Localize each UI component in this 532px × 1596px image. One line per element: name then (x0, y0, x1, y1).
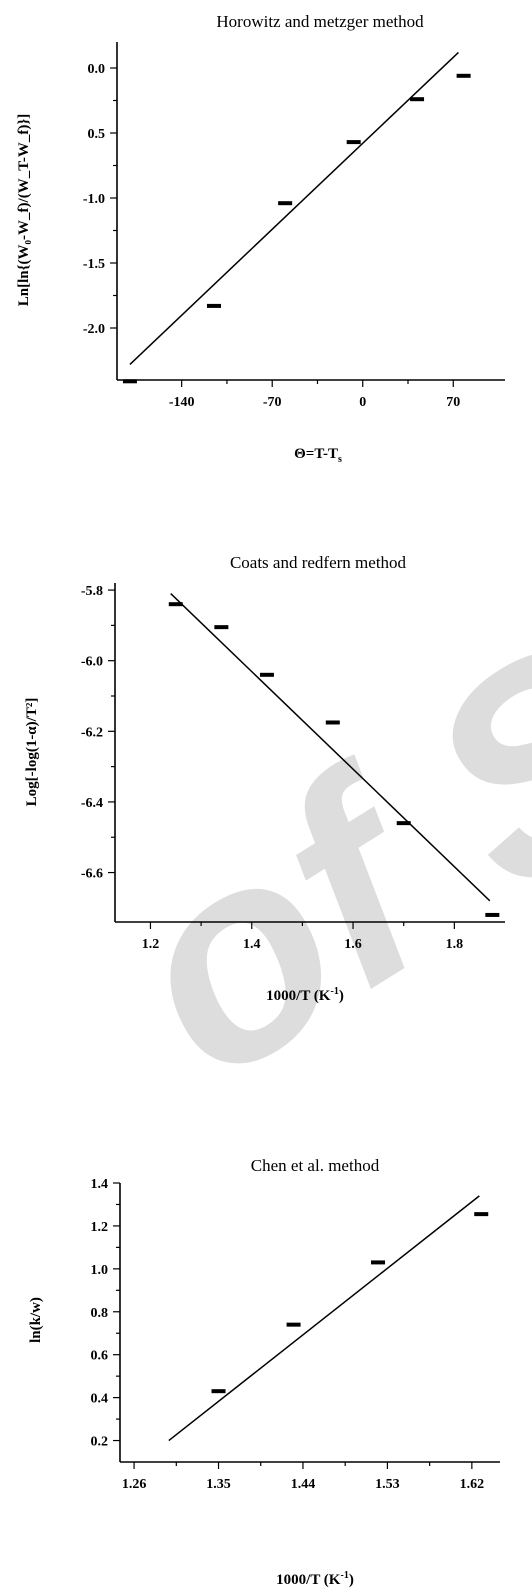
chart-horowitz-metzger: Horowitz and metzger method Ln[ln{(W₀-W_… (16, 12, 505, 465)
chart-1-y-axis-label: Ln[ln{(W₀-W_f)/(W_T-W_f)}] (16, 114, 32, 306)
chart-1-data-point (122, 379, 137, 384)
chart-2-y-tick-label: -6.6 (81, 867, 103, 882)
chart-3-data-point (371, 1260, 386, 1265)
chart-2-x-tick-label: 1.6 (344, 937, 362, 952)
chart-1-data-point (456, 73, 471, 78)
chart-2-fit-line (170, 593, 491, 902)
chart-1-y-tick-label: 0.5 (88, 127, 106, 142)
chart-1-data-point (410, 97, 425, 102)
chart-1-xlabel-sub: s (338, 454, 342, 465)
chart-1-plot-area: 0.0 0.5 -1.0 -1.5 -2.0 -140 -70 0 70 (83, 42, 505, 410)
watermark-text: of SID (73, 422, 532, 1141)
chart-1-title: Horowitz and metzger method (216, 12, 424, 31)
chart-2-ylabel: Log[-log(1-α)/T²] (24, 698, 40, 807)
chart-2-y-tick-label: -6.4 (81, 796, 103, 811)
chart-2-y-axis-label: Log[-log(1-α)/T²] (24, 698, 40, 807)
chart-3-y-tick-label: 0.8 (91, 1306, 109, 1321)
chart-1-x-tick-label: 0 (359, 395, 366, 410)
chart-2-title: Coats and redfern method (230, 553, 407, 572)
chart-2-xlabel-main: 1000/T (K (266, 988, 331, 1004)
chart-1-ylabel: Ln[ln{(W₀-W_f)/(W_T-W_f)}] (16, 114, 32, 306)
chart-2-y-tick-label: -5.8 (81, 584, 103, 599)
chart-2-y-tick-label: -6.2 (81, 725, 103, 740)
chart-1-data-point (278, 201, 293, 206)
chart-3-x-tick-label: 1.44 (291, 1477, 316, 1492)
chart-3-plot-area: 0.2 0.4 0.6 0.8 1.0 1.2 1.4 1.26 1.35 1.44 1.53 1.6… (91, 1177, 500, 1492)
chart-3-y-tick-label: 1.4 (91, 1177, 109, 1192)
chart-1-x-tick-label: 70 (446, 395, 460, 410)
chart-3-xlabel-main: 1000/T (K (276, 1572, 341, 1588)
chart-1-x-tick-label: -70 (263, 395, 282, 410)
chart-3-x-tick-label: 1.26 (122, 1477, 147, 1492)
chart-2-data-point (168, 602, 183, 607)
chart-chen: Chen et al. method ln(k/w) 1000/T (K-1) … (28, 1156, 500, 1588)
chart-2-xlabel: 1000/T (K-1) (266, 986, 344, 1004)
chart-3-y-axis-label: ln(k/w) (28, 1297, 44, 1343)
chart-3-xlabel-sup: -1 (340, 1570, 348, 1581)
chart-2-x-tick-label: 1.2 (142, 937, 160, 952)
chart-1-y-tick-label: -1.0 (83, 192, 105, 207)
chart-3-ylabel: ln(k/w) (28, 1297, 44, 1343)
chart-1-y-tick-label: -1.5 (83, 257, 105, 272)
chart-3-y-tick-label: 0.4 (91, 1392, 109, 1407)
chart-1-y-tick-label: 0.0 (88, 62, 106, 77)
chart-2-data-point (485, 912, 500, 917)
chart-3-data-point (211, 1389, 226, 1394)
chart-2-data-point (259, 672, 274, 677)
chart-1-x-tick-label: -140 (169, 395, 195, 410)
chart-1-data-point (346, 140, 361, 145)
chart-1-xlabel-main: Θ=T-T (294, 446, 338, 462)
chart-2-y-tick-label: -6.0 (81, 655, 103, 670)
chart-3-y-tick-label: 0.6 (91, 1349, 109, 1364)
chart-2-xlabel-sup: -1 (330, 986, 338, 997)
chart-3-data-point (474, 1212, 489, 1217)
chart-3-x-tick-label: 1.62 (460, 1477, 485, 1492)
chart-3-xlabel-end: ) (349, 1572, 354, 1588)
chart-2-x-tick-label: 1.8 (446, 937, 464, 952)
chart-1-xlabel: Θ=T-Ts (294, 446, 342, 465)
chart-3-xlabel: 1000/T (K-1) (276, 1570, 354, 1588)
chart-2-plot-area: -5.8 -6.0 -6.2 -6.4 -6.6 1.2 1.4 1.6 1.8 (81, 583, 505, 952)
chart-3-x-tick-label: 1.35 (206, 1477, 231, 1492)
chart-3-x-tick-label: 1.53 (375, 1477, 400, 1492)
chart-1-fit-line (129, 51, 459, 365)
chart-3-y-tick-label: 1.2 (91, 1220, 109, 1235)
chart-1-y-tick-label: -2.0 (83, 322, 105, 337)
chart-2-data-point (325, 720, 340, 725)
chart-2-data-point (396, 821, 411, 826)
chart-3-y-tick-label: 0.2 (91, 1435, 109, 1450)
chart-2-data-point (214, 625, 229, 630)
chart-coats-redfern: Coats and redfern method Log[-log(1-α)/T… (24, 553, 505, 1004)
chart-3-title: Chen et al. method (251, 1156, 380, 1175)
chart-2-x-tick-label: 1.4 (243, 937, 261, 952)
chart-3-data-point (286, 1322, 301, 1327)
chart-2-xlabel-end: ) (339, 988, 344, 1004)
chart-3-y-tick-label: 1.0 (91, 1263, 109, 1278)
chart-3-fit-line (168, 1195, 480, 1442)
chart-1-data-point (207, 303, 221, 308)
